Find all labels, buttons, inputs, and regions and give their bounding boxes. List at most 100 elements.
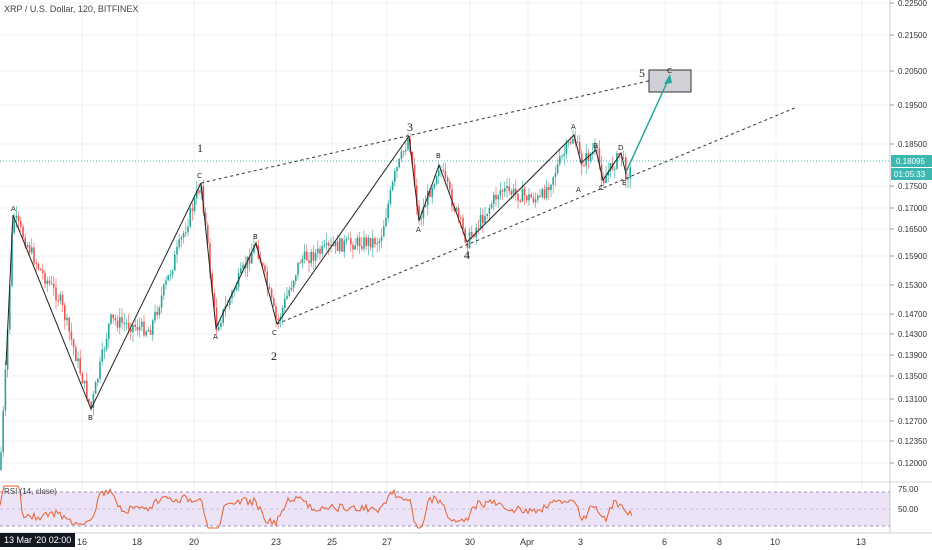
candle-body (306, 251, 308, 261)
candle-body (317, 248, 319, 253)
candle-body (323, 245, 326, 247)
candle-body (266, 271, 268, 287)
candle-body (301, 259, 304, 264)
candle-body (407, 138, 409, 150)
candle-body (189, 208, 191, 227)
candle-body (314, 252, 317, 261)
wave-5-line[interactable] (466, 134, 627, 243)
candle-body (68, 317, 70, 332)
candle-body (556, 164, 559, 174)
candle-body (466, 242, 469, 248)
candle-body (532, 197, 535, 203)
time-label: 20 (189, 537, 199, 547)
candle-body (328, 243, 330, 246)
candle-body (374, 238, 376, 245)
candle-body (394, 171, 396, 182)
candle-body (264, 265, 266, 272)
candle-body (90, 401, 92, 408)
candle-body (136, 327, 139, 331)
candle-body (537, 195, 539, 200)
candle-body (31, 247, 33, 253)
candle-body (28, 244, 31, 253)
candle-body (451, 189, 453, 207)
price-tick-label: 0.21500 (898, 31, 927, 40)
candle-body (176, 246, 178, 255)
price-tick-label: 0.17000 (898, 204, 927, 213)
candle-body (424, 205, 427, 208)
candle-body (268, 286, 271, 289)
wave-2-line[interactable] (200, 182, 278, 330)
channel-upper-line[interactable] (200, 75, 671, 184)
wave-5-projection[interactable] (625, 75, 671, 173)
candle-body (4, 369, 7, 411)
candle-body (13, 218, 15, 233)
candle-body (367, 237, 370, 246)
time-label: 25 (327, 537, 337, 547)
candle-body (411, 151, 414, 165)
candle-body (218, 327, 220, 331)
candle-body (275, 306, 277, 319)
candle-body (596, 145, 598, 149)
wave-4-line[interactable] (408, 135, 468, 243)
candle-body (6, 329, 9, 370)
candle-body (482, 214, 484, 224)
candle-body (565, 142, 568, 154)
candle-body (501, 190, 504, 192)
candle-body (103, 349, 106, 351)
candle-body (517, 193, 519, 201)
candle-body (174, 254, 176, 271)
candle-body (594, 145, 596, 152)
candle-body (66, 317, 68, 321)
candle-body (165, 280, 167, 285)
subwave-label: B (88, 414, 93, 422)
candle-body (33, 247, 35, 264)
candle-body (581, 154, 583, 166)
channel-lower-line[interactable] (276, 106, 798, 325)
candle-body (116, 320, 119, 328)
candle-body (207, 225, 209, 244)
candle-body (369, 237, 372, 248)
projection-arrowhead (664, 74, 672, 84)
candle-body (70, 331, 73, 340)
time-axis[interactable]: 16 18 20 23 25 27 30 Apr 3 6 8 10 13 (77, 537, 866, 547)
candle-body (187, 226, 189, 233)
candle-body (598, 148, 601, 165)
candle-body (321, 245, 323, 254)
wave-3-line[interactable] (276, 135, 410, 325)
candle-body (497, 195, 499, 200)
subwave-label: D (618, 144, 623, 152)
candle-body (347, 238, 350, 240)
price-tick-label: 0.22500 (898, 0, 927, 8)
time-label: 13 (856, 537, 866, 547)
candle-body (112, 314, 114, 319)
candle-body (515, 188, 517, 194)
candle-body (567, 141, 570, 143)
time-label: 8 (717, 537, 722, 547)
candle-body (101, 349, 103, 362)
candle-body (387, 204, 389, 219)
candle-body (341, 238, 343, 252)
candle-body (554, 173, 557, 178)
time-label: 27 (382, 537, 392, 547)
time-label: 6 (662, 537, 667, 547)
candle-body (576, 141, 579, 143)
candle-body (400, 151, 403, 159)
price-axis[interactable]: 0.22500 0.21500 0.20500 0.19500 0.18500 0.175… (890, 0, 927, 468)
candle-body (284, 298, 286, 308)
candle-body (570, 141, 572, 144)
subwave-label: C (599, 184, 604, 192)
candle-body (521, 188, 524, 202)
subwave-label: A (576, 186, 581, 194)
candle-body (61, 294, 64, 306)
horizontal-grid (0, 2, 890, 464)
candle-body (26, 244, 29, 247)
candle-body (512, 188, 515, 195)
wave-1-line[interactable] (5, 182, 202, 411)
candle-body (83, 380, 86, 384)
candle-body (325, 243, 328, 246)
price-tick-label: 0.12350 (898, 437, 927, 446)
candle-body (178, 239, 180, 247)
candle-body (277, 318, 279, 321)
candle-body (312, 252, 315, 261)
